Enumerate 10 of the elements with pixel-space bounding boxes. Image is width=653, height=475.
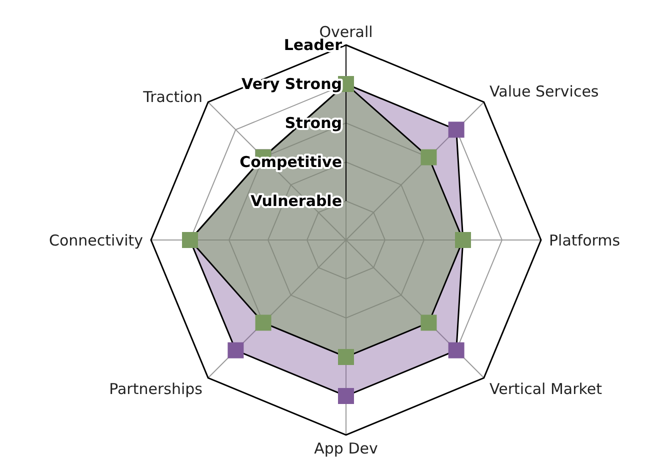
y-tick-label: Leader [284, 36, 343, 54]
spoke-label: App Dev [314, 440, 378, 458]
spoke-label: Traction [142, 88, 202, 106]
spoke-label: Platforms [549, 231, 620, 250]
spoke-label: Vertical Market [490, 380, 602, 398]
y-tick-label: Competitive [240, 153, 342, 171]
spoke-label: Connectivity [49, 231, 144, 250]
y-tick-label: Vulnerable [250, 192, 342, 210]
spoke-label: Partnerships [109, 380, 203, 398]
spoke-label: Value Services [490, 82, 599, 100]
